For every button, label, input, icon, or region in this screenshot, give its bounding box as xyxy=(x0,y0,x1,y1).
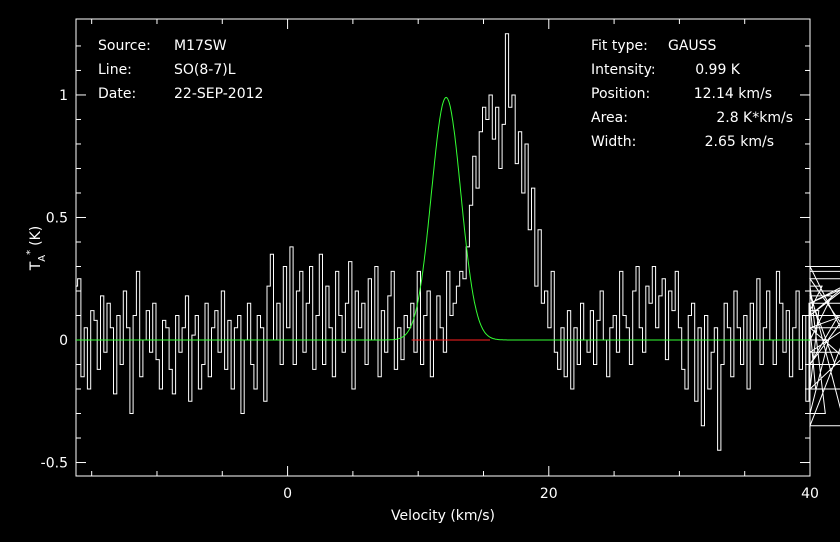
plot-marks xyxy=(76,33,840,451)
fit-width-value: 2.65 km/s xyxy=(705,134,774,150)
plot-frame xyxy=(75,18,811,477)
x-tick-label: 20 xyxy=(540,486,558,502)
y-tick-label: 0 xyxy=(59,333,68,349)
y-tick-label: -0.5 xyxy=(41,456,68,472)
info-label-line: Line: xyxy=(98,62,132,78)
fit-width-label: Width: xyxy=(591,134,636,150)
y-axis-label-sub: A xyxy=(37,255,48,262)
info-value-line: SO(8-7)L xyxy=(174,62,236,78)
x-tick-label: 40 xyxy=(801,486,819,502)
info-label-source: Source: xyxy=(98,38,151,54)
x-axis-label: Velocity (km/s) xyxy=(391,508,495,524)
fit-area-value: 2.8 K*km/s xyxy=(716,110,793,126)
fit-area-label: Area: xyxy=(591,110,628,126)
info-left: Source: M17SW Line: SO(8-7)L Date: 22-SE… xyxy=(98,38,263,102)
y-axis-label-main: T xyxy=(28,261,44,271)
y-tick-label: 0.5 xyxy=(46,210,68,226)
fit-position-value: 12.14 km/s xyxy=(694,86,772,102)
info-value-date: 22-SEP-2012 xyxy=(174,86,263,102)
spectrum-line xyxy=(76,33,840,451)
x-tick-label: 0 xyxy=(283,486,292,502)
axis-tick-labels: 0 20 40 -0.5 0 0.5 1 xyxy=(41,88,819,502)
gaussian-fit-line xyxy=(76,96,810,341)
info-right: Fit type: GAUSS Intensity: 0.99 K Positi… xyxy=(591,38,793,150)
y-tick-label: 1 xyxy=(59,88,68,104)
fit-type-value: GAUSS xyxy=(668,38,717,54)
fit-intensity-value: 0.99 K xyxy=(695,62,741,78)
fit-intensity-label: Intensity: xyxy=(591,62,656,78)
fit-position-label: Position: xyxy=(591,86,650,102)
y-axis-label-unit: (K) xyxy=(28,226,44,246)
info-label-date: Date: xyxy=(98,86,136,102)
y-axis-label-sup: * xyxy=(25,250,36,255)
info-value-source: M17SW xyxy=(174,38,227,54)
axis-ticks xyxy=(76,19,811,476)
svg-text:TA*(K): TA* (K) xyxy=(25,226,48,272)
fit-type-label: Fit type: xyxy=(591,38,648,54)
y-axis-label: TA* (K) xyxy=(25,226,48,272)
